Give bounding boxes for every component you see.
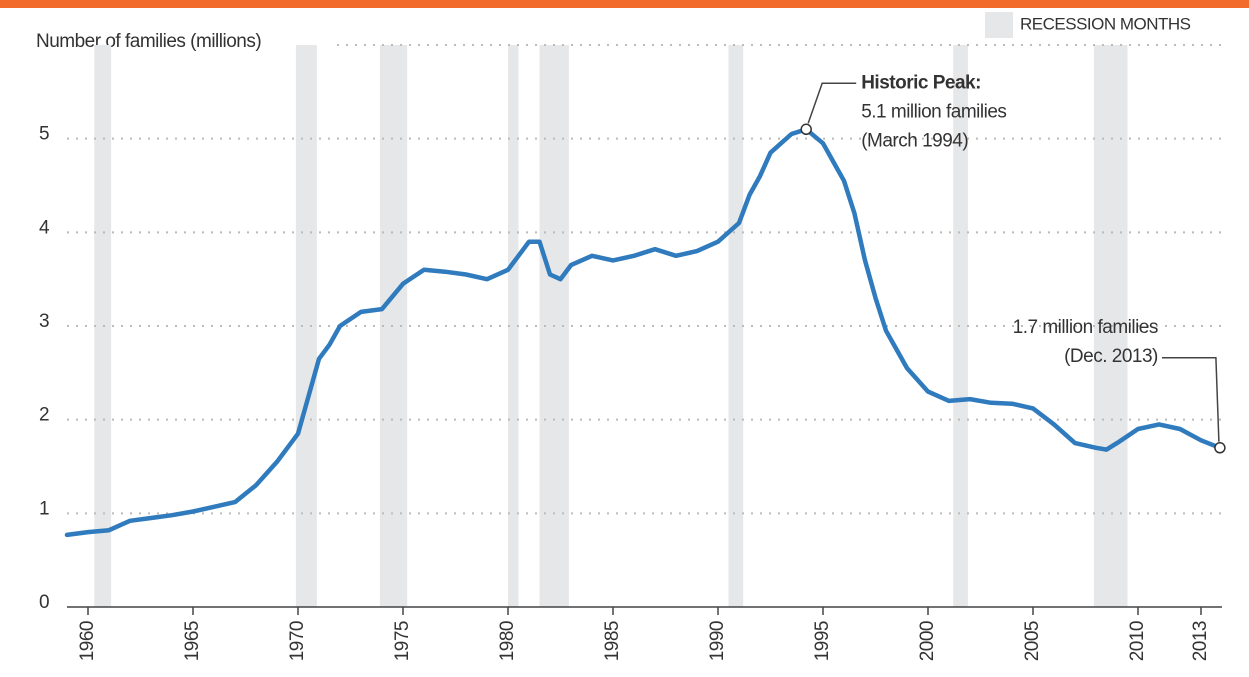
x-tick-label: 1995 — [812, 621, 833, 661]
recession-band — [508, 45, 519, 607]
recession-band — [295, 45, 317, 607]
annotation-text: (March 1994) — [861, 130, 968, 151]
legend-swatch — [985, 12, 1013, 38]
y-tick-label: 2 — [39, 405, 49, 426]
y-tick-label: 5 — [39, 124, 49, 145]
annotation-marker — [1214, 442, 1226, 454]
x-tick-label: 2005 — [1022, 621, 1043, 661]
x-tick-label: 1990 — [707, 621, 728, 661]
x-tick-label: 1980 — [497, 621, 518, 661]
recession-band — [953, 45, 968, 607]
data-line — [64, 127, 1223, 538]
annotation-text: (Dec. 2013) — [1064, 346, 1158, 367]
leader-line — [1161, 357, 1220, 442]
x-tick-label: 2013 — [1190, 621, 1211, 661]
x-tick-label: 2010 — [1127, 621, 1148, 661]
x-tick-label: 1965 — [182, 621, 203, 661]
annotation-marker — [800, 123, 812, 136]
leader-line — [807, 82, 857, 124]
x-tick-label: 1985 — [602, 621, 623, 661]
annotation-text: Historic Peak: — [861, 72, 981, 93]
y-tick-label: 1 — [39, 498, 49, 519]
x-tick-label: 1960 — [77, 621, 98, 661]
annotation-text: 1.7 million families — [1013, 317, 1158, 338]
x-tick-label: 1970 — [287, 621, 308, 661]
y-tick-label: 0 — [39, 592, 49, 613]
legend-label: RECESSION MONTHS — [1020, 14, 1191, 33]
x-tick-label: 2000 — [917, 621, 938, 661]
annotation-text: 5.1 million families — [861, 101, 1006, 122]
top-bar — [0, 0, 1249, 8]
y-tick-label: 4 — [39, 217, 50, 238]
recession-band — [94, 45, 112, 607]
recession-band — [728, 45, 744, 607]
recession-band — [379, 45, 408, 607]
x-tick-label: 1975 — [392, 621, 413, 661]
y-tick-label: 3 — [39, 311, 49, 332]
y-axis-label: Number of families (millions) — [36, 31, 261, 52]
